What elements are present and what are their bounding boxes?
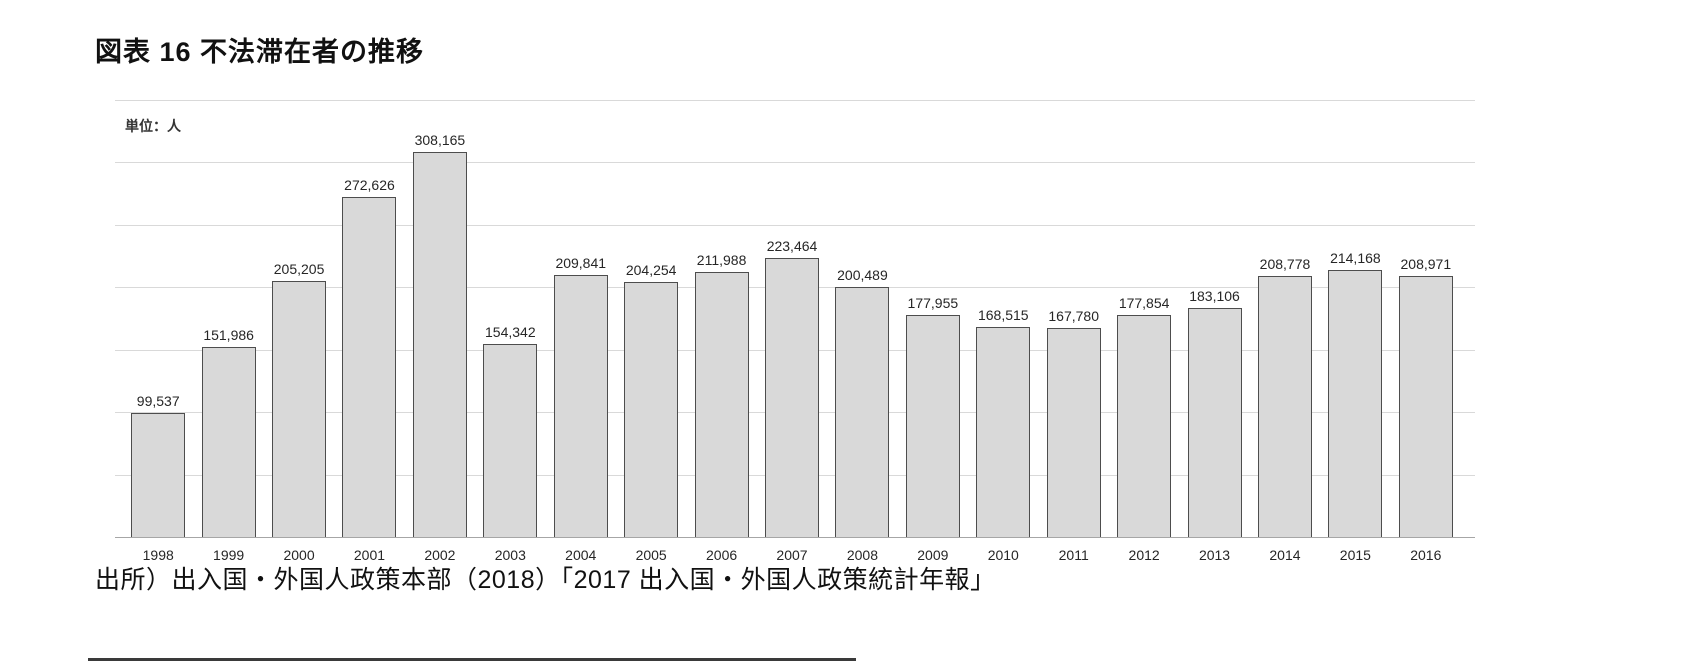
bar-value-label: 204,254 xyxy=(625,261,677,278)
x-axis-label: 2007 xyxy=(776,547,808,563)
bar-value-label: 214,168 xyxy=(1330,249,1381,266)
bar-column: 200,489 xyxy=(827,100,897,537)
bar-column: 272,626 xyxy=(334,100,404,537)
x-axis-label: 1999 xyxy=(213,547,245,563)
bar-column: 209,841 xyxy=(546,100,616,537)
gridline xyxy=(115,224,1475,226)
x-axis-labels: 1998 1999 2000 2001 2002 2003 2004 2005 2006 2007… xyxy=(123,538,1461,572)
bar-column: 214,168 xyxy=(1320,100,1390,537)
bar-value-label: 183,106 xyxy=(1189,288,1240,305)
bar xyxy=(765,258,819,537)
bar-column: 167,780 xyxy=(1038,100,1108,537)
bar-column: 177,854 xyxy=(1109,100,1179,537)
x-axis-label: 2012 xyxy=(1128,547,1160,563)
bar-value-label: 211,988 xyxy=(696,252,747,269)
bar xyxy=(1046,327,1101,537)
x-axis-label: 1998 xyxy=(142,547,174,563)
x-axis-label: 2004 xyxy=(565,547,597,563)
bar-value-label: 208,971 xyxy=(1400,256,1452,273)
bar xyxy=(1187,308,1242,537)
x-axis-label: 2009 xyxy=(917,547,949,563)
bar-value-label: 205,205 xyxy=(273,260,325,277)
bar xyxy=(694,272,749,537)
bar xyxy=(1257,276,1312,537)
bar-value-label: 99,537 xyxy=(136,392,180,409)
x-axis-label: 2003 xyxy=(494,547,526,563)
bottom-rule xyxy=(88,658,856,661)
page-title: 図表 16 不法滞在者の推移 xyxy=(95,37,425,67)
unit-label: 単位：人 xyxy=(125,118,181,134)
bar-value-label: 168,515 xyxy=(977,306,1029,323)
bar-column: 308,165 xyxy=(405,100,475,537)
bar-column: 205,205 xyxy=(264,100,334,537)
bar-column: 177,955 xyxy=(898,100,968,537)
bar xyxy=(483,344,538,537)
x-axis-label: 2002 xyxy=(424,547,456,563)
bar xyxy=(976,326,1031,537)
bar-column: 183,106 xyxy=(1179,100,1249,537)
x-axis-label: 2011 xyxy=(1058,547,1089,563)
bar xyxy=(1328,269,1383,537)
bar xyxy=(553,275,608,537)
x-axis-label: 2008 xyxy=(846,547,878,563)
bar-value-label: 167,780 xyxy=(1048,307,1099,324)
bar xyxy=(131,412,186,537)
bar-value-label: 272,626 xyxy=(344,176,395,193)
bar-column: 211,988 xyxy=(686,100,756,537)
bar-value-label: 208,778 xyxy=(1259,256,1311,273)
x-axis-label: 2015 xyxy=(1339,547,1371,563)
plot-area: 単位：人 99,537 151,986 205,205 272,626 308,165 1… xyxy=(115,100,1475,538)
bar-column: 204,254 xyxy=(616,100,686,537)
bar xyxy=(1117,314,1172,537)
x-axis-label: 2006 xyxy=(706,547,738,563)
bar-value-label: 223,464 xyxy=(766,238,818,254)
bar-value-label: 308,165 xyxy=(414,132,466,149)
bar-column: 151,986 xyxy=(193,100,263,537)
bar-value-label: 209,841 xyxy=(555,255,607,271)
x-axis-label: 2005 xyxy=(635,547,667,563)
gridline xyxy=(115,162,1475,164)
bar-column: 168,515 xyxy=(968,100,1038,537)
bar xyxy=(1398,276,1453,537)
bar-column: 208,778 xyxy=(1250,100,1320,537)
bar-value-label: 154,342 xyxy=(485,324,536,341)
bar-column: 223,464 xyxy=(757,100,827,537)
bar xyxy=(272,280,327,537)
x-axis-label: 2001 xyxy=(353,547,386,563)
x-axis-label: 2014 xyxy=(1269,547,1301,563)
bar xyxy=(412,152,467,537)
x-axis-label: 2016 xyxy=(1410,547,1442,563)
bar-value-label: 151,986 xyxy=(203,327,254,344)
chart-area: 単位：人 99,537 151,986 205,205 272,626 308,165 1… xyxy=(115,100,1475,572)
bar-column: 154,342 xyxy=(475,100,545,537)
bar xyxy=(905,314,960,537)
bar-column: 99,537 xyxy=(123,100,193,537)
bar xyxy=(835,286,890,537)
bar xyxy=(342,196,397,537)
columns: 99,537 151,986 205,205 272,626 308,165 154,34… xyxy=(123,100,1461,537)
bar-value-label: 177,955 xyxy=(907,294,959,311)
x-axis-label: 2000 xyxy=(283,547,315,563)
bar xyxy=(624,281,679,537)
x-axis-label: 2010 xyxy=(987,547,1019,563)
x-axis-label: 2013 xyxy=(1198,547,1231,563)
gridline xyxy=(115,100,1475,101)
bar-value-label: 177,854 xyxy=(1118,294,1170,311)
bar xyxy=(201,347,256,537)
bar-column: 208,971 xyxy=(1391,100,1461,537)
source-text: 出所）出入国・外国人政策本部（2018）「2017 出入国・外国人政策統計年報」 xyxy=(95,566,996,594)
bar-value-label: 200,489 xyxy=(837,266,888,283)
